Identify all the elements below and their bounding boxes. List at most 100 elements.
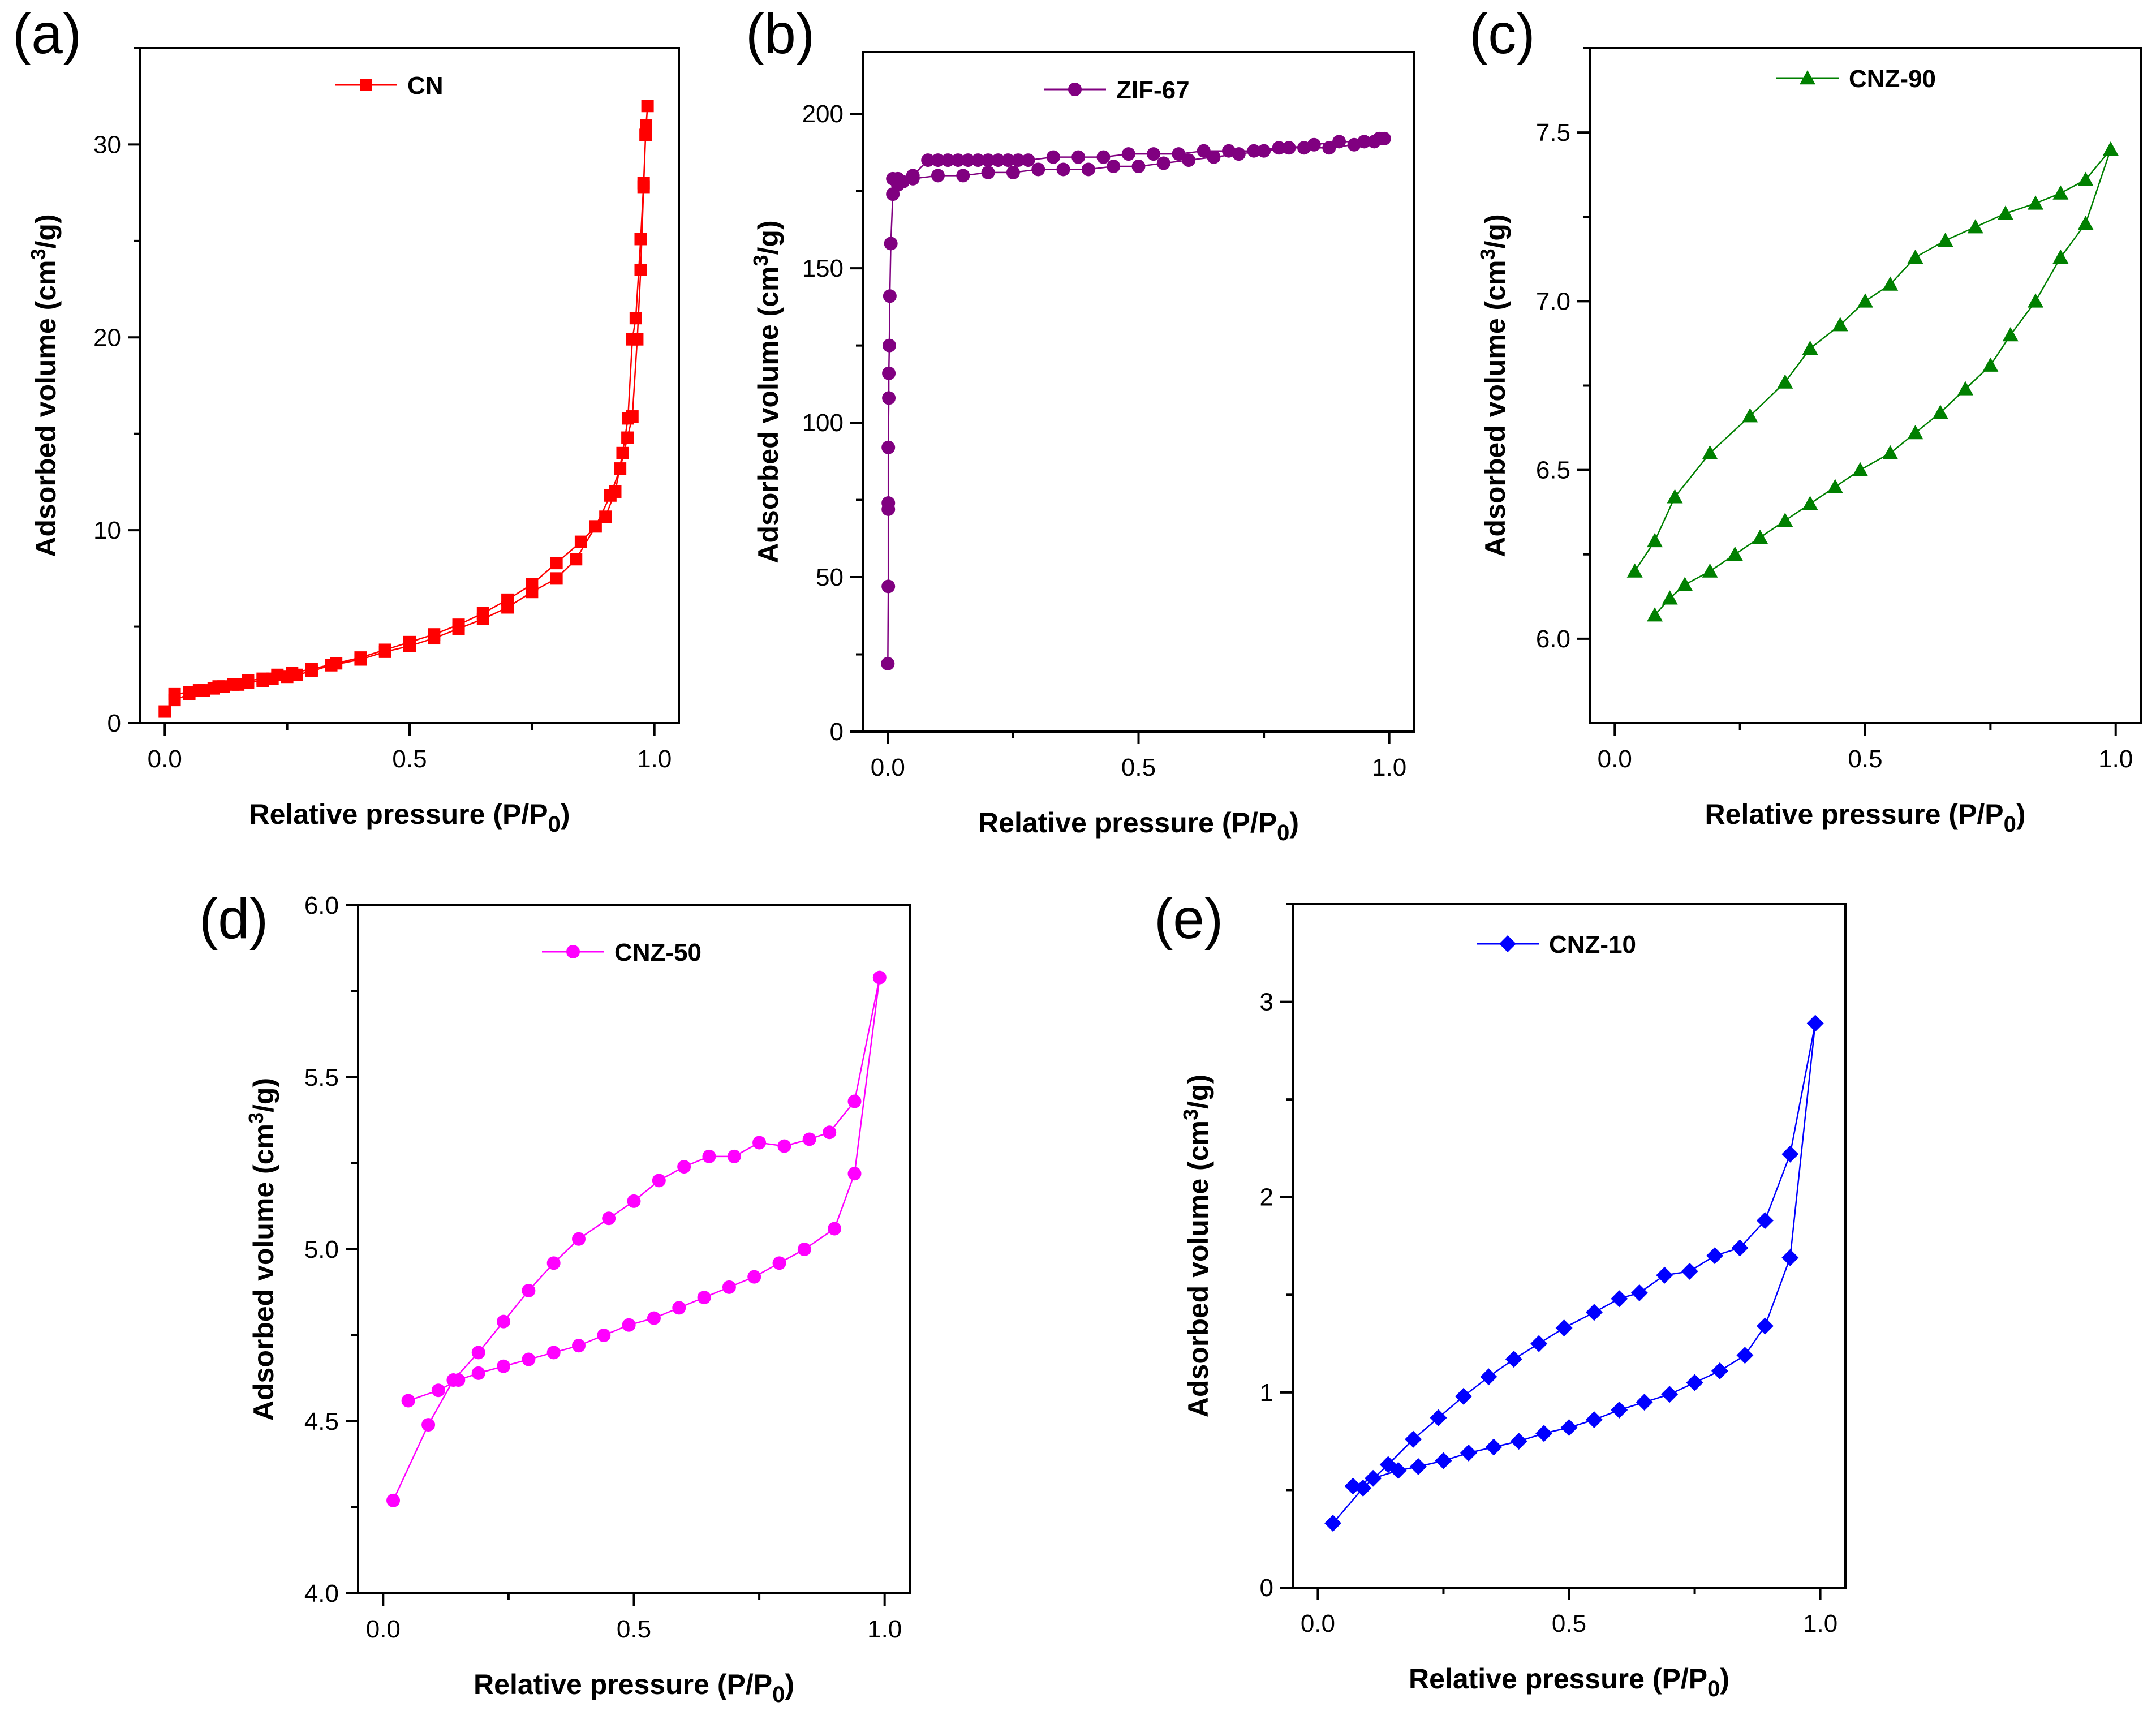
data-point	[697, 1291, 711, 1305]
data-point	[1777, 513, 1793, 527]
data-point	[421, 1418, 436, 1432]
data-point	[1630, 1284, 1648, 1301]
data-point	[1907, 425, 1923, 440]
data-point	[951, 153, 965, 167]
data-point	[1485, 1438, 1503, 1456]
x-axis-title-main: Relative pressure (P/P	[1705, 798, 2004, 830]
chart-panel-c: (c) 0.0 0.5 1.0 6.0 6.5 7.0 7.5 Relative pressur…	[1469, 2, 2142, 837]
legend-marker	[566, 945, 580, 958]
series-cn	[158, 100, 654, 718]
y-axis-title-main: Adsorbed volume (cm	[1479, 260, 1511, 557]
series-line	[392, 977, 881, 1501]
data-point	[1742, 408, 1758, 423]
data-point	[158, 705, 171, 718]
data-point	[1967, 219, 1983, 234]
data-point	[1365, 1469, 1382, 1487]
legend-label: CN	[407, 72, 444, 100]
data-point	[991, 153, 1005, 167]
x-axis-title-sub: 0	[1277, 820, 1289, 845]
y-tick-label: 200	[802, 100, 844, 128]
panel-label: (d)	[199, 887, 268, 951]
data-point	[634, 263, 647, 276]
legend-label: CNZ-10	[1549, 931, 1636, 958]
data-point	[1071, 150, 1086, 164]
series-line	[1634, 149, 2112, 616]
legend: ZIF-67	[1044, 76, 1190, 104]
data-point	[1011, 153, 1025, 167]
x-axis-title: Relative pressure (P/P0)	[1705, 798, 2026, 837]
data-point	[1636, 1394, 1653, 1411]
data-point	[1937, 233, 1953, 247]
data-point	[589, 520, 602, 533]
data-point	[881, 496, 896, 510]
data-point	[242, 674, 255, 687]
data-point	[637, 177, 650, 190]
x-tick-label: 0.5	[617, 1615, 651, 1643]
x-axis-title-end: )	[561, 798, 570, 830]
data-point	[1647, 607, 1663, 622]
data-point	[1667, 489, 1683, 504]
x-axis-title-end: )	[785, 1669, 794, 1700]
data-point	[1247, 144, 1261, 158]
data-point	[1389, 1462, 1407, 1479]
data-point	[629, 312, 642, 325]
data-point	[597, 1329, 611, 1342]
data-point	[1656, 1266, 1673, 1284]
data-point	[1222, 144, 1236, 158]
x-axis-title-end: )	[2016, 798, 2026, 830]
data-point	[652, 1174, 666, 1188]
y-tick-label: 150	[802, 255, 844, 282]
data-point	[1585, 1304, 1603, 1321]
data-point	[1322, 141, 1336, 155]
series-cnz-10	[1324, 1015, 1824, 1532]
data-point	[609, 485, 622, 498]
data-point	[1932, 405, 1948, 419]
data-point	[828, 1222, 842, 1236]
data-point	[550, 557, 563, 570]
data-point	[1857, 293, 1873, 308]
data-point	[647, 1311, 661, 1325]
data-point	[1882, 445, 1899, 459]
x-tick-label: 1.0	[867, 1615, 902, 1643]
data-point	[452, 618, 465, 631]
legend: CNZ-50	[542, 939, 702, 966]
data-point	[330, 657, 343, 670]
x-axis-title-main: Relative pressure (P/P	[474, 1669, 772, 1700]
y-tick-label: 1	[1260, 1379, 1273, 1407]
data-point	[1182, 153, 1196, 167]
legend-marker	[360, 79, 372, 91]
data-point	[1727, 546, 1743, 561]
legend-label: CNZ-50	[614, 939, 702, 966]
data-point	[1711, 1362, 1728, 1379]
data-point	[626, 333, 639, 346]
data-point	[931, 153, 945, 167]
data-point	[570, 553, 583, 566]
data-point	[797, 1243, 811, 1256]
legend: CN	[335, 72, 444, 100]
data-point	[1197, 144, 1211, 158]
data-point	[501, 593, 514, 606]
x-tick-label: 1.0	[1372, 754, 1406, 781]
y-tick-label: 4.5	[304, 1408, 339, 1435]
y-tick-label: 20	[93, 324, 121, 351]
data-point	[1982, 357, 1999, 372]
data-point	[1647, 532, 1663, 548]
data-point	[1997, 205, 2013, 220]
data-point	[1661, 1386, 1679, 1403]
data-point	[1530, 1335, 1548, 1352]
series-cnz-90	[1626, 141, 2119, 622]
y-axis-title: Adsorbed volume (cm3/g)	[244, 1078, 279, 1421]
data-point	[602, 1211, 616, 1226]
data-point	[1806, 1015, 1824, 1032]
data-point	[1454, 1387, 1472, 1405]
data-point	[971, 153, 985, 167]
data-point	[616, 446, 629, 459]
x-axis-title: Relative pressure (P/P0)	[474, 1669, 794, 1707]
data-point	[256, 672, 269, 685]
data-point	[614, 462, 627, 475]
data-point	[1611, 1290, 1628, 1308]
data-point	[1056, 162, 1070, 177]
data-point	[1347, 137, 1361, 152]
data-point	[981, 153, 995, 167]
data-point	[1006, 165, 1020, 179]
